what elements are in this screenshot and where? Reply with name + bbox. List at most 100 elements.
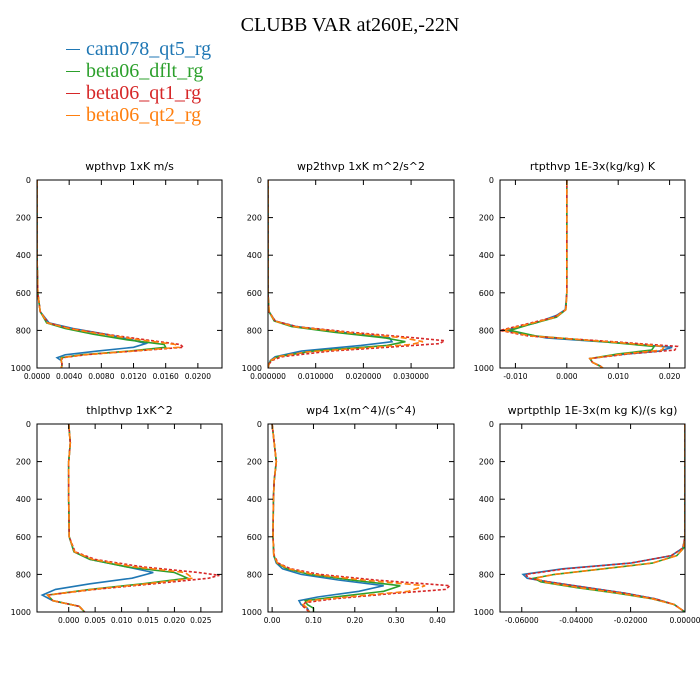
y-tick-label: 200 — [247, 458, 262, 467]
page-title: CLUBB VAR at260E,-22N — [240, 14, 460, 36]
x-tick-label: -0.06000 — [505, 616, 539, 625]
y-tick-label: 1000 — [474, 364, 494, 373]
series-line — [532, 424, 685, 612]
x-tick-label: 0.020 — [164, 616, 186, 625]
y-tick-label: 400 — [16, 251, 31, 260]
chart-panel: wpthvp 1xK m/s 0 200 400 600 800 10000.0000 0.0… — [11, 160, 223, 381]
y-tick-label: 400 — [479, 495, 494, 504]
y-tick-label: 400 — [16, 495, 31, 504]
y-tick-label: 400 — [247, 251, 262, 260]
y-tick-label: 1000 — [474, 608, 494, 617]
x-tick-label: 0.020000 — [345, 372, 381, 381]
y-tick-label: 200 — [247, 214, 262, 223]
plot-frame — [267, 423, 455, 613]
x-tick-label: 0.000 — [58, 616, 80, 625]
x-tick-label: 0.0040 — [56, 372, 82, 381]
x-tick-label: 0.015 — [137, 616, 159, 625]
series-line — [271, 424, 426, 612]
panel-title: thlpthvp 1xK^2 — [86, 404, 173, 417]
series-line — [271, 424, 401, 612]
legend-swatch — [66, 92, 80, 94]
plot-frame — [499, 423, 686, 613]
y-tick-label: 600 — [247, 289, 262, 298]
series-group — [271, 424, 452, 612]
legend-swatch — [66, 48, 80, 50]
x-tick-label: 0.10 — [305, 616, 322, 625]
y-tick-label: 0 — [489, 420, 494, 429]
chart-panel: thlpthvp 1xK^2 0 200 400 600 800 1000 0.000 0.00… — [11, 404, 223, 625]
series-line — [268, 180, 394, 368]
y-tick-label: 0 — [257, 176, 262, 185]
series-group — [500, 180, 679, 368]
x-tick-label: -0.02000 — [614, 616, 648, 625]
panel-title: wpthvp 1xK m/s — [85, 160, 174, 173]
x-tick-label: 0.0000 — [24, 372, 50, 381]
series-line — [45, 424, 196, 612]
legend: cam078_qt5_rg beta06_dflt_rg beta06_qt1_rg… — [66, 38, 211, 126]
series-group — [521, 424, 685, 612]
plot-frame — [36, 179, 223, 369]
legend-swatch — [66, 70, 80, 72]
series-line — [271, 424, 452, 612]
chart-panel: wp2thvp 1xK m^2/s^2 0 200 400 600 800 10000.00… — [242, 160, 455, 381]
legend-label: beta06_qt2_rg — [86, 104, 202, 126]
y-tick-label: 600 — [16, 289, 31, 298]
series-group — [268, 180, 447, 368]
chart-panel: rtpthvp 1E-3x(kg/kg) K 0 200 400 600 800 1000-… — [474, 160, 686, 381]
panel-title: wprtpthlp 1E-3x(m kg K)/(s kg) — [508, 404, 678, 417]
y-tick-label: 800 — [247, 326, 262, 335]
y-tick-label: 200 — [16, 214, 31, 223]
series-group — [37, 180, 186, 368]
x-tick-label: -0.010 — [503, 372, 527, 381]
y-tick-label: 400 — [479, 251, 494, 260]
panel-title: wp4 1x(m^4)/(s^4) — [306, 404, 416, 417]
series-line — [37, 180, 181, 368]
y-tick-label: 800 — [16, 570, 31, 579]
series-line — [268, 180, 447, 368]
y-tick-label: 600 — [16, 533, 31, 542]
chart-panel: wp4 1x(m^4)/(s^4) 0 200 400 600 800 10000.00 0.… — [242, 404, 455, 625]
y-tick-label: 800 — [16, 326, 31, 335]
legend-entry: beta06_qt1_rg — [66, 82, 211, 104]
x-tick-label: 0.000000 — [250, 372, 286, 381]
plot-frame — [36, 423, 223, 613]
x-tick-label: -0.04000 — [559, 616, 593, 625]
y-tick-label: 600 — [479, 289, 494, 298]
legend-label: beta06_qt1_rg — [86, 82, 202, 104]
y-tick-label: 0 — [257, 420, 262, 429]
x-tick-label: 0.00 — [264, 616, 281, 625]
y-tick-label: 800 — [479, 570, 494, 579]
y-tick-label: 200 — [479, 214, 494, 223]
y-tick-label: 1000 — [242, 608, 262, 617]
x-tick-label: 0.030000 — [393, 372, 429, 381]
x-tick-label: 0.0200 — [185, 372, 211, 381]
x-tick-label: 0.010000 — [298, 372, 334, 381]
y-tick-label: 0 — [26, 176, 31, 185]
series-line — [521, 424, 685, 612]
y-tick-label: 0 — [489, 176, 494, 185]
x-tick-label: 0.025 — [190, 616, 212, 625]
y-tick-label: 800 — [479, 326, 494, 335]
y-tick-label: 1000 — [11, 608, 31, 617]
series-group — [40, 424, 220, 612]
series-line — [37, 180, 186, 368]
y-tick-label: 200 — [479, 458, 494, 467]
y-tick-label: 1000 — [242, 364, 262, 373]
x-tick-label: 0.010 — [111, 616, 133, 625]
plot-frame — [267, 179, 455, 369]
legend-swatch — [66, 114, 80, 116]
panel-title: wp2thvp 1xK m^2/s^2 — [297, 160, 425, 173]
panel-title: rtpthvp 1E-3x(kg/kg) K — [530, 160, 656, 173]
series-line — [45, 424, 220, 612]
plot-frame — [499, 179, 686, 369]
y-tick-label: 600 — [479, 533, 494, 542]
y-tick-label: 1000 — [11, 364, 31, 373]
y-tick-label: 0 — [26, 420, 31, 429]
x-tick-label: 0.30 — [388, 616, 405, 625]
legend-entry: beta06_qt2_rg — [66, 104, 211, 126]
series-line — [271, 424, 384, 612]
x-tick-label: 0.0080 — [88, 372, 114, 381]
series-line — [502, 180, 666, 368]
y-tick-label: 200 — [16, 458, 31, 467]
